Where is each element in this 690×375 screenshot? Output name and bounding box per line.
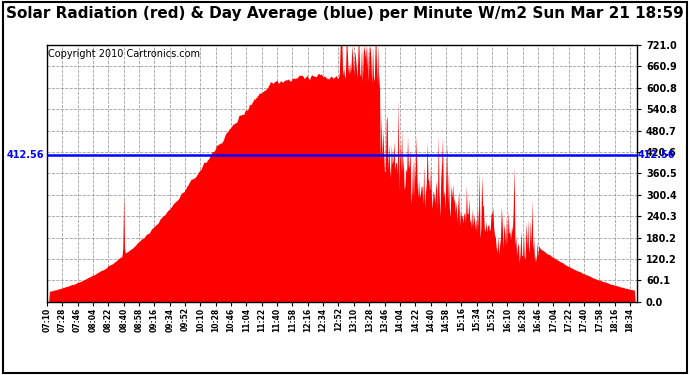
Text: Copyright 2010 Cartronics.com: Copyright 2010 Cartronics.com [48, 49, 200, 59]
Text: 412.56: 412.56 [638, 150, 676, 160]
Text: 412.56: 412.56 [6, 150, 44, 160]
Text: Solar Radiation (red) & Day Average (blue) per Minute W/m2 Sun Mar 21 18:59: Solar Radiation (red) & Day Average (blu… [6, 6, 684, 21]
